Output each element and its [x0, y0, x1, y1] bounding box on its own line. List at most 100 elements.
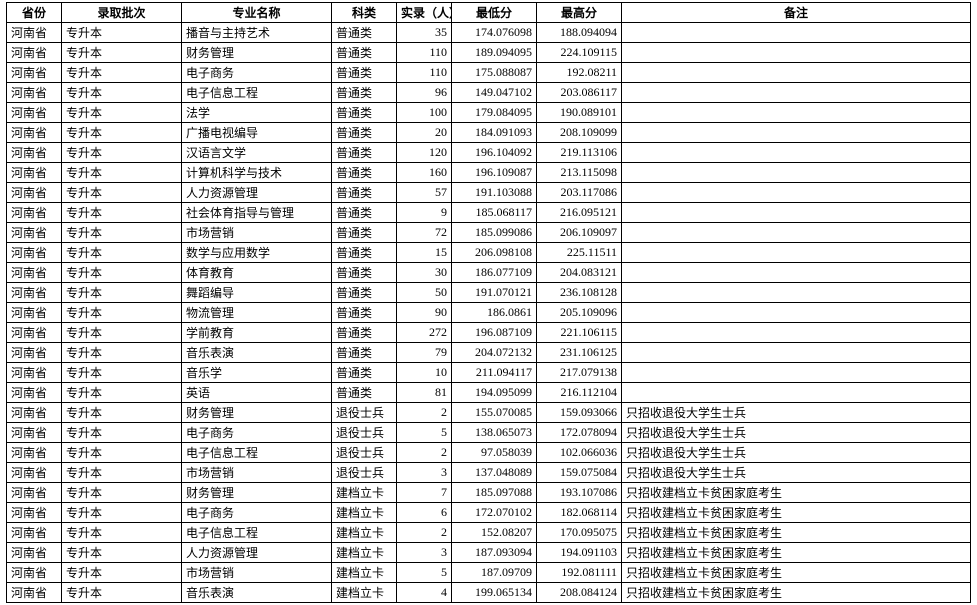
cell-category: 建档立卡: [332, 583, 397, 603]
cell-remark: [622, 343, 971, 363]
cell-max: 190.089101: [537, 103, 622, 123]
cell-max: 170.095075: [537, 523, 622, 543]
cell-major: 电子商务: [182, 423, 332, 443]
cell-min: 199.065134: [452, 583, 537, 603]
table-row: 河南省专升本汉语言文学普通类120196.104092219.113106: [7, 143, 971, 163]
cell-remark: [622, 243, 971, 263]
cell-enroll: 110: [397, 43, 452, 63]
cell-category: 普通类: [332, 23, 397, 43]
cell-min: 97.058039: [452, 443, 537, 463]
cell-category: 普通类: [332, 243, 397, 263]
cell-enroll: 100: [397, 103, 452, 123]
cell-remark: [622, 63, 971, 83]
cell-min: 185.099086: [452, 223, 537, 243]
cell-max: 216.095121: [537, 203, 622, 223]
cell-category: 建档立卡: [332, 523, 397, 543]
cell-enroll: 272: [397, 323, 452, 343]
cell-enroll: 35: [397, 23, 452, 43]
cell-category: 退役士兵: [332, 403, 397, 423]
cell-category: 普通类: [332, 323, 397, 343]
cell-enroll: 50: [397, 283, 452, 303]
cell-major: 市场营销: [182, 463, 332, 483]
table-row: 河南省专升本财务管理普通类110189.094095224.109115: [7, 43, 971, 63]
cell-batch: 专升本: [62, 123, 182, 143]
cell-remark: [622, 23, 971, 43]
cell-min: 186.077109: [452, 263, 537, 283]
cell-batch: 专升本: [62, 283, 182, 303]
cell-major: 电子信息工程: [182, 83, 332, 103]
cell-max: 204.083121: [537, 263, 622, 283]
table-row: 河南省专升本音乐学普通类10211.094117217.079138: [7, 363, 971, 383]
cell-max: 159.093066: [537, 403, 622, 423]
cell-province: 河南省: [7, 463, 62, 483]
cell-min: 138.065073: [452, 423, 537, 443]
cell-min: 191.103088: [452, 183, 537, 203]
table-row: 河南省专升本社会体育指导与管理普通类9185.068117216.095121: [7, 203, 971, 223]
table-row: 河南省专升本电子商务退役士兵5138.065073172.078094只招收退役…: [7, 423, 971, 443]
cell-max: 213.115098: [537, 163, 622, 183]
cell-province: 河南省: [7, 223, 62, 243]
cell-enroll: 6: [397, 503, 452, 523]
cell-enroll: 79: [397, 343, 452, 363]
table-header: 省份录取批次专业名称科类实录（人）最低分最高分备注: [7, 3, 971, 23]
cell-batch: 专升本: [62, 323, 182, 343]
cell-remark: 只招收建档立卡贫困家庭考生: [622, 583, 971, 603]
cell-batch: 专升本: [62, 503, 182, 523]
cell-max: 203.117086: [537, 183, 622, 203]
cell-batch: 专升本: [62, 563, 182, 583]
table-row: 河南省专升本学前教育普通类272196.087109221.106115: [7, 323, 971, 343]
cell-min: 175.088087: [452, 63, 537, 83]
cell-remark: [622, 43, 971, 63]
cell-max: 208.109099: [537, 123, 622, 143]
cell-batch: 专升本: [62, 143, 182, 163]
cell-min: 137.048089: [452, 463, 537, 483]
cell-category: 建档立卡: [332, 503, 397, 523]
cell-max: 217.079138: [537, 363, 622, 383]
cell-enroll: 96: [397, 83, 452, 103]
cell-remark: [622, 123, 971, 143]
cell-batch: 专升本: [62, 583, 182, 603]
cell-enroll: 81: [397, 383, 452, 403]
cell-batch: 专升本: [62, 383, 182, 403]
cell-min: 204.072132: [452, 343, 537, 363]
cell-category: 普通类: [332, 383, 397, 403]
cell-province: 河南省: [7, 383, 62, 403]
cell-batch: 专升本: [62, 343, 182, 363]
table-row: 河南省专升本广播电视编导普通类20184.091093208.109099: [7, 123, 971, 143]
cell-enroll: 2: [397, 523, 452, 543]
cell-major: 舞蹈编导: [182, 283, 332, 303]
cell-province: 河南省: [7, 583, 62, 603]
cell-batch: 专升本: [62, 463, 182, 483]
cell-batch: 专升本: [62, 523, 182, 543]
cell-major: 市场营销: [182, 563, 332, 583]
table-row: 河南省专升本英语普通类81194.095099216.112104: [7, 383, 971, 403]
cell-province: 河南省: [7, 503, 62, 523]
cell-enroll: 15: [397, 243, 452, 263]
cell-category: 退役士兵: [332, 423, 397, 443]
table-row: 河南省专升本法学普通类100179.084095190.089101: [7, 103, 971, 123]
cell-major: 音乐学: [182, 363, 332, 383]
cell-min: 185.068117: [452, 203, 537, 223]
col-header-category: 科类: [332, 3, 397, 23]
cell-category: 普通类: [332, 363, 397, 383]
cell-category: 普通类: [332, 283, 397, 303]
cell-major: 电子商务: [182, 63, 332, 83]
cell-province: 河南省: [7, 103, 62, 123]
table-row: 河南省专升本市场营销建档立卡5187.09709192.081111只招收建档立…: [7, 563, 971, 583]
cell-remark: [622, 263, 971, 283]
cell-major: 人力资源管理: [182, 543, 332, 563]
cell-province: 河南省: [7, 63, 62, 83]
cell-major: 计算机科学与技术: [182, 163, 332, 183]
cell-batch: 专升本: [62, 303, 182, 323]
cell-province: 河南省: [7, 323, 62, 343]
cell-batch: 专升本: [62, 23, 182, 43]
admission-table: 省份录取批次专业名称科类实录（人）最低分最高分备注 河南省专升本播音与主持艺术普…: [6, 2, 971, 603]
cell-min: 191.070121: [452, 283, 537, 303]
cell-province: 河南省: [7, 123, 62, 143]
col-header-province: 省份: [7, 3, 62, 23]
cell-province: 河南省: [7, 143, 62, 163]
cell-enroll: 30: [397, 263, 452, 283]
table-row: 河南省专升本财务管理退役士兵2155.070085159.093066只招收退役…: [7, 403, 971, 423]
cell-remark: 只招收建档立卡贫困家庭考生: [622, 543, 971, 563]
cell-province: 河南省: [7, 183, 62, 203]
